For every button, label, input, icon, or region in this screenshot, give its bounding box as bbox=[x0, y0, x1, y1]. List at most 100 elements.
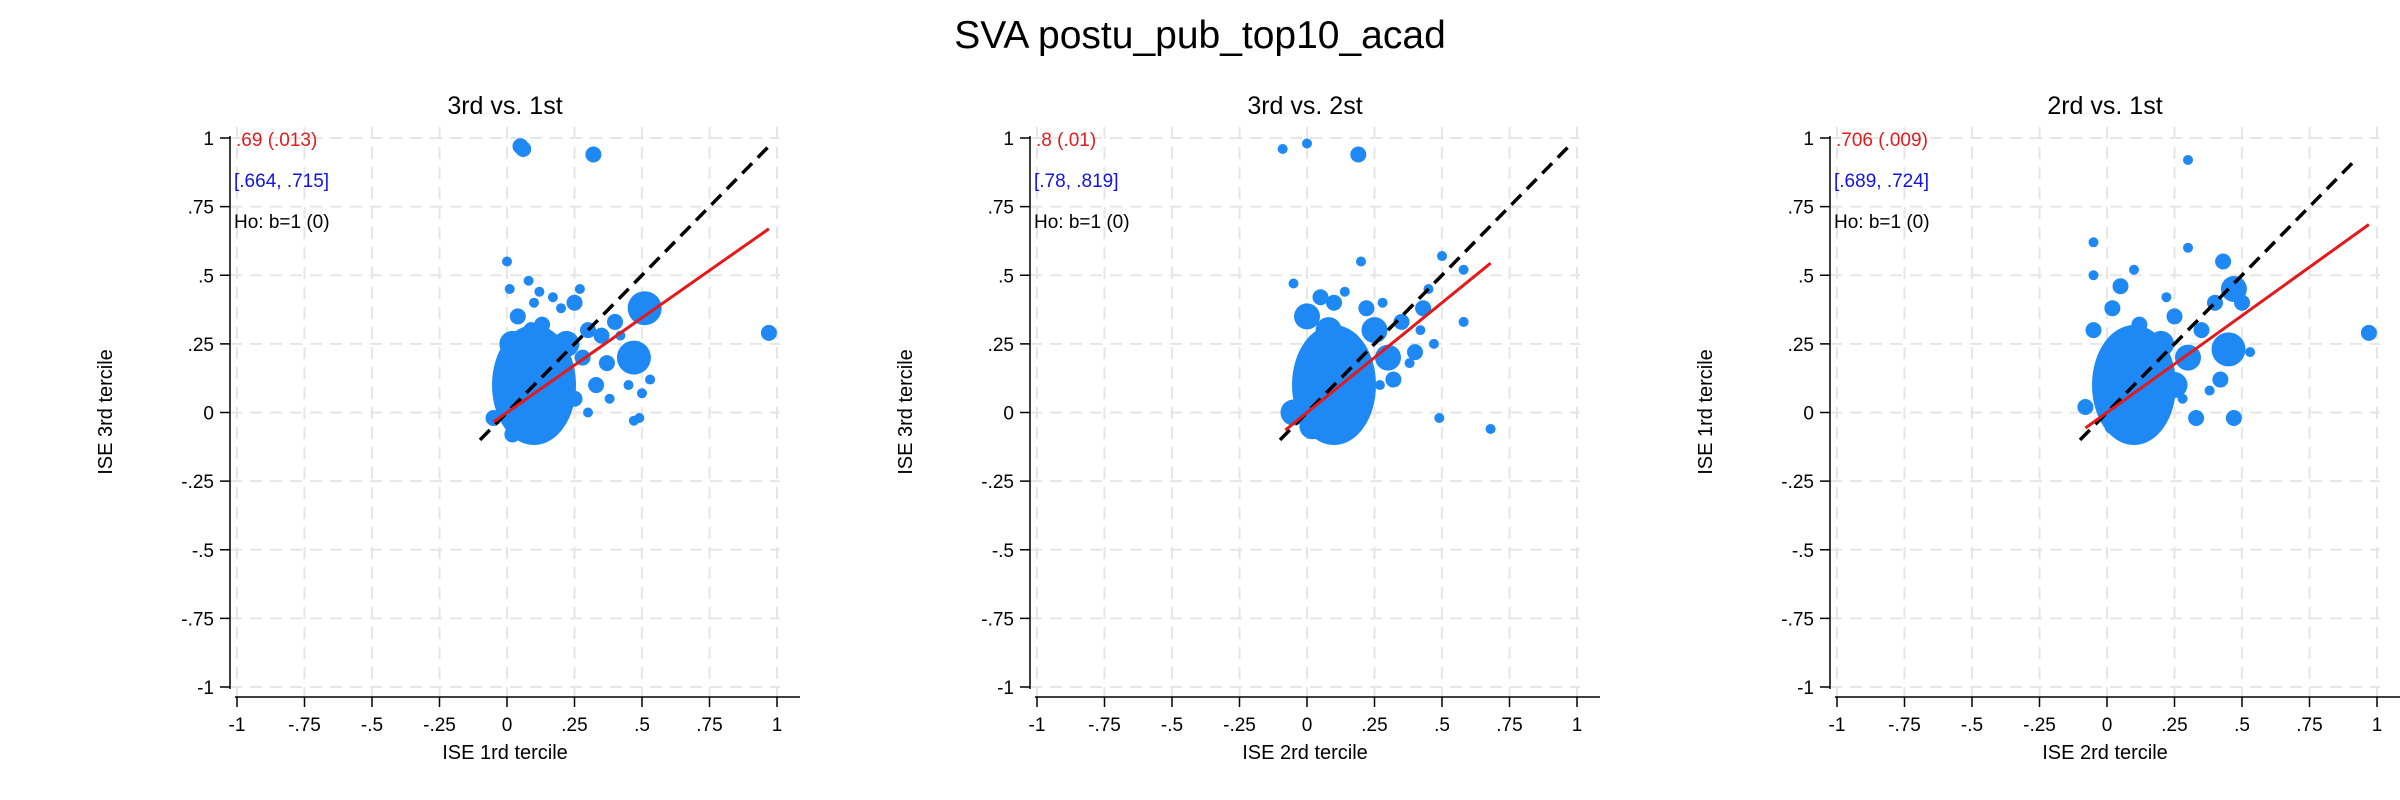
y-tick-label: 1 bbox=[1003, 129, 1014, 150]
data-point bbox=[598, 355, 615, 372]
x-tick-label: 1 bbox=[1572, 715, 1583, 736]
y-tick-label: 1 bbox=[1803, 129, 1814, 150]
y-tick-label: -1 bbox=[197, 678, 214, 699]
y-tick-label: -.75 bbox=[981, 609, 1014, 630]
data-point bbox=[1358, 300, 1375, 317]
scatter-points bbox=[1277, 138, 1496, 446]
y-tick-label: .25 bbox=[1788, 335, 1814, 356]
data-point bbox=[1415, 300, 1432, 317]
x-tick-label: .25 bbox=[561, 715, 587, 736]
y-axis-label: ISE 3rd tercile bbox=[895, 349, 917, 475]
data-point bbox=[1385, 371, 1402, 388]
y-tick-label: 0 bbox=[203, 404, 214, 425]
y-tick-label: -.5 bbox=[992, 541, 1014, 562]
x-axis-label: ISE 2rd tercile bbox=[2042, 742, 2168, 764]
x-tick-label: -.75 bbox=[288, 715, 321, 736]
y-tick-label: -1 bbox=[997, 678, 1014, 699]
gridlines bbox=[230, 127, 780, 697]
y-axis-label: ISE 3rd tercile bbox=[95, 349, 117, 475]
x-tick-label: -.5 bbox=[1161, 715, 1183, 736]
data-point bbox=[502, 256, 512, 267]
x-tick-label: 0 bbox=[502, 715, 513, 736]
data-point bbox=[2112, 278, 2129, 295]
y-tick-label: -.25 bbox=[181, 472, 214, 493]
x-tick-label: .25 bbox=[2161, 715, 2187, 736]
data-point bbox=[593, 327, 610, 344]
diagonal-reference-line bbox=[478, 145, 771, 442]
data-point bbox=[1288, 278, 1299, 289]
data-point bbox=[616, 340, 651, 375]
data-point bbox=[1356, 256, 1366, 267]
y-tick-label: .75 bbox=[1788, 198, 1814, 219]
regression-fit-line bbox=[1284, 262, 1492, 432]
data-point bbox=[2212, 371, 2229, 388]
data-point bbox=[2215, 253, 2232, 270]
data-point bbox=[566, 294, 583, 311]
data-point bbox=[760, 324, 777, 341]
data-point bbox=[529, 297, 539, 308]
data-point bbox=[1393, 313, 1410, 330]
data-point bbox=[1294, 303, 1320, 330]
data-point bbox=[583, 407, 593, 418]
y-tick-label: .25 bbox=[188, 335, 214, 356]
x-tick-label: -.25 bbox=[2023, 715, 2056, 736]
x-tick-label: .25 bbox=[1361, 715, 1387, 736]
y-tick-label: -.5 bbox=[192, 541, 214, 562]
x-tick-label: .75 bbox=[696, 715, 722, 736]
data-point bbox=[1437, 251, 1447, 262]
hypothesis-test-annotation: Ho: b=1 (0) bbox=[1834, 212, 1930, 233]
regression-fit-line bbox=[492, 227, 770, 424]
data-point bbox=[534, 286, 545, 297]
data-point bbox=[2234, 294, 2250, 311]
coefficient-annotation: .69 (.013) bbox=[236, 130, 317, 151]
confidence-interval-annotation: [.664, .715] bbox=[234, 171, 329, 192]
y-tick-label: -1 bbox=[1797, 678, 1814, 699]
x-tick-label: -.25 bbox=[423, 715, 456, 736]
hypothesis-test-annotation: Ho: b=1 (0) bbox=[1034, 212, 1130, 233]
data-point bbox=[1428, 338, 1439, 349]
data-point bbox=[2077, 399, 2094, 416]
data-point bbox=[2193, 322, 2210, 339]
data-point bbox=[604, 393, 615, 404]
data-point bbox=[556, 303, 566, 314]
data-point bbox=[523, 275, 534, 286]
chart-title: 3rd vs. 1st bbox=[447, 92, 562, 120]
x-tick-label: .5 bbox=[1434, 715, 1450, 736]
x-tick-label: 1 bbox=[2372, 715, 2383, 736]
data-point bbox=[2085, 322, 2102, 339]
data-point bbox=[547, 292, 558, 303]
x-tick-label: .75 bbox=[2296, 715, 2322, 736]
chart-panel-3rd-vs-2st: -1 -.75 -.5 -.25 0 .25 .5 .75 1 -1 -.75 -.5 -.25 0 .25… bbox=[895, 92, 1600, 764]
x-tick-label: .75 bbox=[1496, 715, 1522, 736]
data-point bbox=[645, 374, 656, 385]
data-point bbox=[1350, 146, 1367, 163]
y-tick-label: 0 bbox=[1003, 404, 1014, 425]
data-point bbox=[1485, 423, 1496, 434]
data-point bbox=[2166, 308, 2183, 325]
y-tick-label: 0 bbox=[1803, 404, 1814, 425]
data-point bbox=[509, 308, 526, 325]
data-point bbox=[1326, 294, 1342, 311]
data-point bbox=[585, 146, 602, 163]
chart-panel-2rd-vs-1st: -1 -.75 -.5 -.25 0 .25 .5 .75 1 -1 -.75 -.5 -.25 0 .25… bbox=[1695, 92, 2400, 764]
y-tick-label: -.75 bbox=[181, 609, 214, 630]
data-point bbox=[2161, 292, 2172, 303]
x-tick-label: -1 bbox=[229, 715, 246, 736]
x-axis-label: ISE 1rd tercile bbox=[442, 742, 568, 764]
y-axis-label: ISE 1rd tercile bbox=[1695, 349, 1717, 475]
data-point bbox=[1458, 264, 1469, 275]
regression-fit-line bbox=[2084, 223, 2370, 430]
data-point bbox=[1415, 325, 1426, 336]
data-point bbox=[1374, 380, 1385, 391]
x-axis-label: ISE 2rd tercile bbox=[1242, 742, 1368, 764]
data-point bbox=[2177, 393, 2188, 404]
chart-title: 3rd vs. 2st bbox=[1247, 92, 1362, 120]
data-point bbox=[515, 140, 532, 157]
y-tick-label: .75 bbox=[188, 198, 214, 219]
data-point bbox=[1361, 317, 1388, 344]
data-point bbox=[1339, 286, 1350, 297]
data-point bbox=[1458, 316, 1469, 327]
y-tick-label: -.25 bbox=[981, 472, 1014, 493]
data-point bbox=[2360, 324, 2377, 341]
